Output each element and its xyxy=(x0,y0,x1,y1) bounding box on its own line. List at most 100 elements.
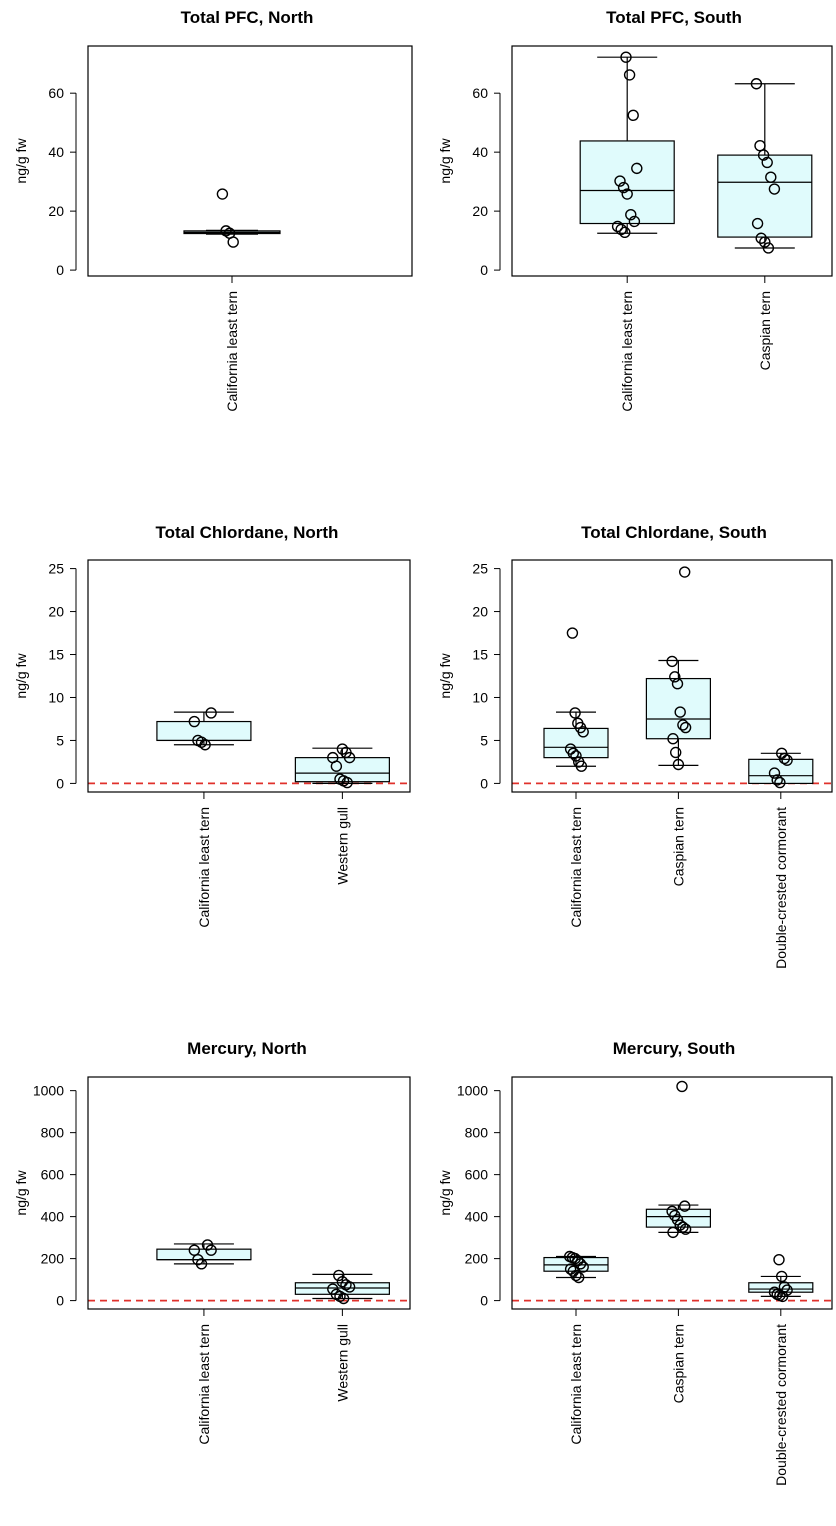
y-axis-label: ng/g fw xyxy=(437,653,453,699)
data-point xyxy=(343,1281,356,1293)
y-tick-label: 0 xyxy=(56,1293,64,1309)
data-point xyxy=(774,776,786,789)
y-tick-label: 25 xyxy=(48,561,64,577)
x-category-label: California least tern xyxy=(568,1324,584,1445)
data-point xyxy=(614,175,626,187)
y-tick-label: 1000 xyxy=(457,1083,488,1099)
data-point xyxy=(330,760,343,772)
plot-frame xyxy=(87,559,411,793)
box-plot xyxy=(294,743,390,789)
y-axis-label: ng/g fw xyxy=(13,138,29,184)
data-point xyxy=(671,678,684,690)
data-point xyxy=(615,223,627,236)
chart-panel: Total PFC, South ng/g fw 0 20 40 60 California… xyxy=(437,8,833,412)
data-point xyxy=(343,751,356,764)
chart-panel: Total Chlordane, North ng/g fw 0 5 10 15 20 25 C… xyxy=(13,523,411,928)
data-point xyxy=(188,715,201,728)
y-tick-label: 200 xyxy=(465,1251,489,1267)
y-tick-label: 5 xyxy=(56,732,64,748)
panel-title: Mercury, North xyxy=(187,1039,307,1058)
x-category-label: California least tern xyxy=(619,291,635,412)
y-tick-label: 40 xyxy=(48,144,64,160)
x-category-label: California least tern xyxy=(196,807,212,928)
x-category-label: Western gull xyxy=(334,1324,350,1402)
y-axis-label: ng/g fw xyxy=(437,138,453,184)
y-tick-label: 400 xyxy=(41,1209,65,1225)
data-point xyxy=(759,236,771,248)
box-plot xyxy=(748,747,814,789)
data-point xyxy=(669,671,681,683)
data-point xyxy=(755,232,767,244)
y-tick-label: 20 xyxy=(48,203,64,219)
data-point xyxy=(762,242,775,254)
x-category-label: California least tern xyxy=(224,291,240,412)
data-point xyxy=(577,1261,589,1273)
data-point xyxy=(205,1244,217,1256)
y-tick-label: 20 xyxy=(472,203,488,219)
plot-frame xyxy=(87,45,413,277)
y-tick-label: 200 xyxy=(41,1251,65,1267)
data-point xyxy=(768,183,781,195)
y-axis-label: ng/g fw xyxy=(13,1170,29,1216)
x-category-label: Caspian tern xyxy=(670,1324,686,1403)
data-point xyxy=(628,215,641,228)
data-point xyxy=(781,754,793,766)
data-point xyxy=(676,1080,688,1093)
data-point xyxy=(672,758,685,771)
data-point xyxy=(773,1253,785,1266)
panel-title: Total PFC, North xyxy=(181,8,314,27)
data-point xyxy=(617,181,630,194)
y-axis-label: ng/g fw xyxy=(437,1170,453,1216)
data-point xyxy=(195,1258,208,1270)
data-point xyxy=(227,236,239,248)
box-plot xyxy=(183,188,281,248)
data-point xyxy=(776,1270,788,1283)
data-point xyxy=(341,776,353,789)
box-iqr xyxy=(717,154,813,238)
y-tick-label: 20 xyxy=(48,604,64,620)
y-tick-label: 10 xyxy=(472,689,488,705)
data-point xyxy=(679,721,692,734)
data-point xyxy=(567,747,579,760)
data-point xyxy=(570,750,582,762)
data-point xyxy=(333,1269,345,1282)
chart-panel: Total PFC, North ng/g fw 0 20 40 60 California… xyxy=(13,8,413,412)
y-tick-label: 600 xyxy=(465,1167,489,1183)
box-plot xyxy=(294,1269,390,1305)
x-category-label: California least tern xyxy=(196,1324,212,1445)
data-point xyxy=(670,746,682,759)
data-point xyxy=(574,1258,587,1270)
y-tick-label: 0 xyxy=(480,1293,488,1309)
data-point xyxy=(625,208,637,221)
data-point xyxy=(761,156,773,169)
data-point xyxy=(337,1292,350,1305)
data-point xyxy=(765,171,777,183)
data-point xyxy=(573,1271,585,1284)
data-point xyxy=(216,188,229,200)
x-category-label: California least tern xyxy=(568,807,584,928)
y-tick-label: 15 xyxy=(48,647,64,663)
x-category-label: Caspian tern xyxy=(670,807,686,886)
data-point xyxy=(750,78,763,90)
y-tick-label: 0 xyxy=(480,262,488,278)
y-tick-label: 60 xyxy=(48,85,64,101)
y-tick-label: 25 xyxy=(472,561,488,577)
data-point xyxy=(776,1290,789,1303)
y-tick-label: 40 xyxy=(472,144,488,160)
y-tick-label: 400 xyxy=(465,1209,489,1225)
data-point xyxy=(674,706,686,718)
data-point xyxy=(671,1214,684,1226)
box-iqr xyxy=(543,727,609,759)
data-point xyxy=(677,1221,689,1233)
box-plot xyxy=(748,1253,814,1303)
data-point xyxy=(570,1269,582,1282)
data-point xyxy=(771,774,783,786)
y-tick-label: 5 xyxy=(480,732,488,748)
y-axis-label: ng/g fw xyxy=(13,653,29,699)
data-point xyxy=(336,743,349,755)
data-point xyxy=(768,767,781,779)
data-point xyxy=(611,220,624,233)
panel-title: Total Chlordane, South xyxy=(581,523,767,542)
